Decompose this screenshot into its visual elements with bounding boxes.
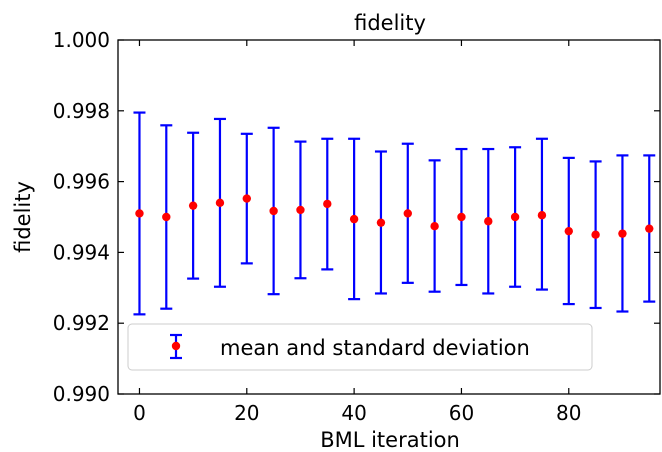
legend-marker (170, 333, 182, 360)
data-point (376, 218, 386, 227)
legend-frame (127, 323, 593, 371)
y-axis-label: fidelity (11, 181, 35, 253)
data-point (349, 214, 359, 224)
data-point (242, 194, 251, 203)
y-tick-label: 1.000 (53, 28, 110, 52)
y-tick-label: 0.996 (53, 170, 110, 194)
y-tick-label: 0.994 (53, 240, 110, 264)
data-point (269, 206, 278, 216)
data-point (296, 205, 305, 215)
legend-point (171, 341, 181, 351)
plot-frame (117, 39, 661, 395)
data-point (430, 222, 439, 231)
x-tick-label: 20 (234, 401, 259, 425)
x-tick-label: 80 (556, 401, 581, 425)
y-tick-label: 0.990 (53, 382, 110, 406)
x-axis-label: BML iteration (320, 428, 460, 452)
data-point (537, 211, 547, 220)
chart-title: fidelity (354, 11, 426, 35)
legend: mean and standard deviation (127, 323, 593, 371)
data-point (564, 226, 573, 236)
data-point (457, 212, 466, 222)
x-tick-label: 40 (341, 401, 366, 425)
x-tick-label: 60 (449, 401, 474, 425)
x-axis: 0 20 40 60 80 (133, 40, 581, 425)
data-point (645, 224, 654, 233)
y-tick-label: 0.998 (53, 99, 110, 123)
data-point (135, 209, 144, 218)
data-point (215, 198, 225, 208)
data-point (510, 212, 520, 222)
plot-area (117, 39, 661, 395)
data-point (188, 201, 198, 210)
data-point (162, 212, 171, 222)
x-tick-label: 0 (133, 401, 146, 425)
data-point (618, 229, 627, 238)
y-tick-label: 0.992 (53, 311, 110, 335)
data-point (591, 230, 600, 239)
legend-label: mean and standard deviation (220, 336, 530, 360)
data-point (323, 199, 332, 209)
y-axis: 0.990 0.992 0.994 0.996 0.998 1.000 (53, 28, 660, 406)
data-point (403, 209, 412, 218)
data-point (484, 217, 493, 226)
